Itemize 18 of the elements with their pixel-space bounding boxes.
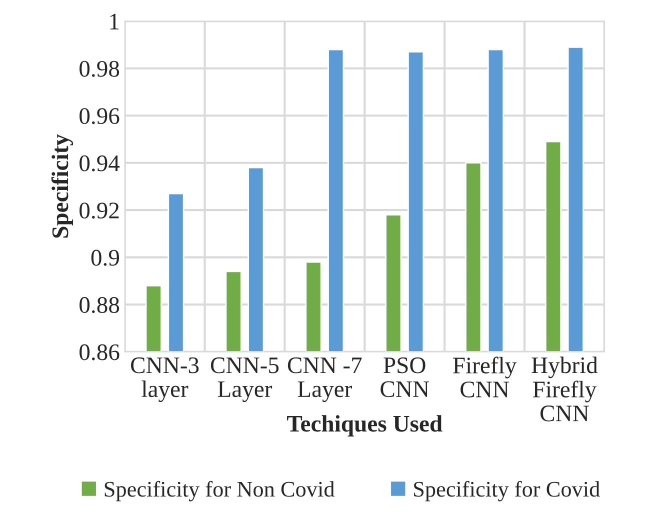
y-tick-label: 0.96 [80, 108, 120, 124]
x-tick-label: CNN -7 Layer [288, 357, 362, 402]
y-tick-label: 1 [110, 14, 119, 30]
y-tick-label: 0.9 [91, 250, 119, 266]
y-tick-label: 0.86 [80, 344, 120, 360]
x-tick-label: PSO CNN [380, 357, 429, 398]
x-tick-label: CNN-3 layer [131, 357, 199, 402]
legend-label: Specificity for Covid [414, 480, 600, 502]
x-tick-label: Firefly CNN [453, 356, 517, 398]
x-axis-title: Techiques Used [287, 415, 442, 437]
y-tick-label: 0.88 [80, 297, 120, 314]
x-tick-label: Hybrid Firefly CNN [532, 356, 598, 422]
y-tick-label: 0.98 [80, 60, 120, 77]
y-axis-title: Specificity [51, 134, 74, 238]
y-tick-label: 0.92 [80, 202, 119, 219]
legend-label: Specificity for Non Covid [104, 480, 335, 502]
y-tick-label: 0.94 [80, 155, 120, 172]
x-tick-label: CNN-5 Layer [210, 357, 279, 402]
